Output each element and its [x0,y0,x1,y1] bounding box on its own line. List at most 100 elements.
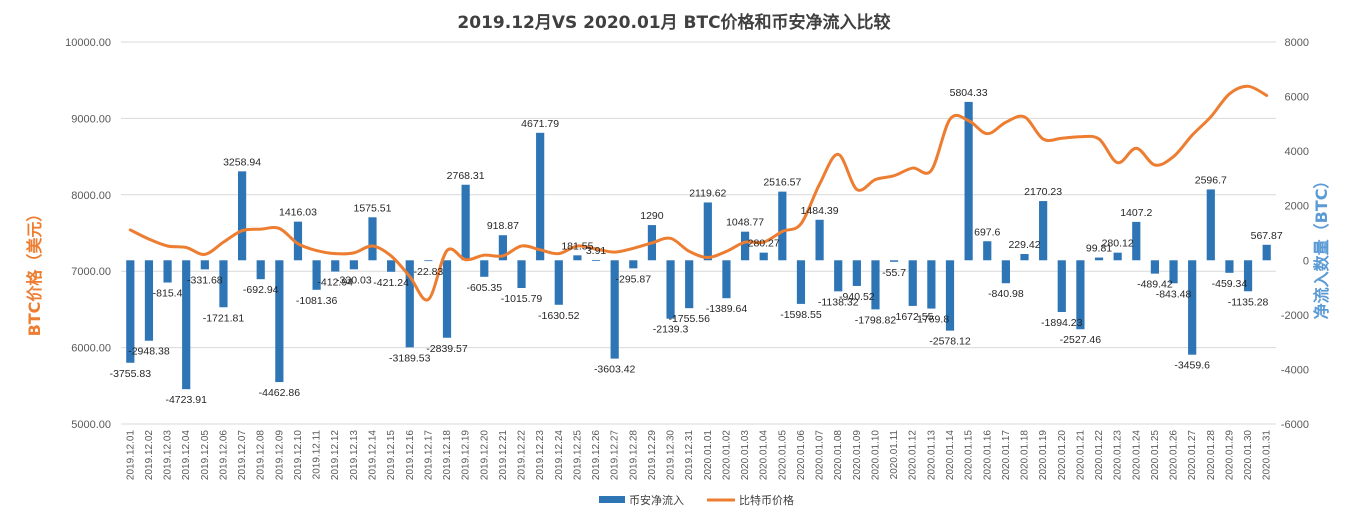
x-tick-label: 2020.01.28 [1206,430,1217,480]
inflow-bar [610,260,619,359]
inflow-bar [1001,260,1010,284]
bar-value-label: -1135.28 [1228,296,1269,308]
legend: 币安净流入 比特币价格 [599,493,794,507]
x-tick-label: 2019.12.22 [517,430,528,480]
x-tick-label: 2019.12.29 [647,430,658,480]
x-tick-label: 2020.01.16 [982,430,993,480]
x-tick-label: 2020.01.19 [1038,430,1049,480]
btc-price-line-layer [128,84,1269,302]
bar-value-label: -4723.91 [165,394,207,406]
right-tick-label: 4000 [1285,146,1309,158]
x-tick-label: 2019.12.15 [386,430,397,480]
bar-value-label: 918.87 [487,220,519,232]
x-tick-label: 2019.12.14 [367,430,378,480]
bar-value-label: -421.24 [373,277,409,289]
bar-value-label: -2839.57 [426,343,468,355]
inflow-bar [1132,221,1141,261]
inflow-bar [1076,260,1085,330]
left-tick-label: 7000.00 [71,266,111,278]
inflow-bar [144,260,154,341]
x-tick-label: 2020.01.29 [1224,430,1235,480]
inflow-bar [480,260,489,277]
inflow-bar [740,231,750,261]
bar-value-label: -2527.46 [1060,334,1102,346]
inflow-bar [834,260,843,292]
bar-value-label: 1484.39 [801,205,839,217]
bar-value-label: 5804.33 [950,87,988,99]
x-tick-label: 2019.12.06 [218,430,229,480]
bar-value-label: 697.6 [974,226,1000,238]
legend-swatch-bar [599,496,625,503]
x-tick-label: 2020.01.04 [759,430,770,480]
x-tick-label: 2020.01.31 [1262,430,1273,480]
x-tick-label: 2019.12.09 [274,430,285,480]
inflow-bar [237,171,247,261]
inflow-bar [1057,260,1066,312]
bar-value-label: -3459.6 [1174,360,1210,372]
x-tick-label: 2020.01.08 [833,430,844,480]
x-tick-label: 2020.01.09 [852,430,863,480]
inflow-bar [815,219,824,261]
inflow-bar [796,260,806,304]
inflow-bar [666,260,675,319]
bar-value-label: -2139.3 [653,324,689,336]
bar-value-label: 1290 [640,210,664,222]
bar-value-label: 280.12 [1102,238,1134,250]
x-tick-label: 2020.01.10 [870,430,881,480]
inflow-bar [293,221,303,261]
bar-value-label: -843.48 [1156,288,1192,300]
inflow-bar [461,184,470,261]
bar-value-label: -3603.42 [594,364,636,376]
x-tick-label: 2019.12.02 [144,430,155,480]
chart-title: 2019.12月VS 2020.01月 BTC价格和币安净流入比较 [457,12,890,33]
bar-value-label: -3189.53 [389,352,431,364]
inflow-bar [1206,189,1215,261]
bar-value-label: 2516.57 [763,177,801,189]
right-axis-title: 净流入数量（BTC） [1312,173,1331,320]
x-tick-label: 2020.01.01 [703,430,714,480]
x-tick-label: 2020.01.03 [740,430,751,480]
x-tick-label: 2020.01.22 [1094,430,1105,480]
bar-value-label: -1755.56 [668,313,710,325]
bar-value-label: 3258.94 [223,156,261,168]
bar-value-label: -815.4 [153,288,183,300]
x-tick-label: 2020.01.17 [1001,430,1012,480]
x-tick-label: 2019.12.17 [423,430,434,480]
x-tick-label: 2020.01.02 [721,430,732,480]
x-tick-label: 2019.12.21 [498,430,509,480]
bar-value-label: -330.03 [336,274,372,286]
x-tick-label: 2019.12.05 [200,430,211,480]
inflow-bar [722,260,731,299]
inflow-bar [331,260,340,272]
net-inflow-bars [126,101,1271,390]
inflow-bar [163,260,172,283]
x-tick-label: 2019.12.12 [330,430,341,480]
x-tick-label: 2019.12.13 [349,430,360,480]
bar-value-label: -295.87 [615,273,651,285]
inflow-bar [1188,260,1197,355]
bar-value-label: -1672.55 [892,311,934,323]
inflow-bar [1094,257,1104,261]
inflow-bar [685,260,694,309]
x-tick-label: 2020.01.15 [964,430,975,480]
bar-value-label: 3.91 [586,245,607,257]
inflow-bar [275,260,284,383]
inflow-bar [964,101,973,261]
left-tick-label: 6000.00 [71,343,111,355]
right-tick-label: 0 [1303,255,1309,267]
x-tick-label: 2020.01.06 [796,430,807,480]
inflow-bar [852,260,861,286]
bar-value-label: -412.94 [317,277,353,289]
right-tick-label: -4000 [1281,364,1309,376]
inflow-bar [908,260,917,306]
inflow-bar [424,260,433,262]
bar-value-label: -1389.64 [706,303,748,315]
x-tick-label: 2019.12.19 [461,430,472,480]
x-tick-label: 2020.01.25 [1150,430,1161,480]
x-tick-label: 2019.12.24 [554,430,565,480]
inflow-bar [1113,252,1122,261]
inflow-bar [1243,260,1253,292]
inflow-bar [200,260,209,270]
bar-value-label: -1598.55 [780,309,822,321]
x-tick-label: 2020.01.07 [815,430,826,480]
